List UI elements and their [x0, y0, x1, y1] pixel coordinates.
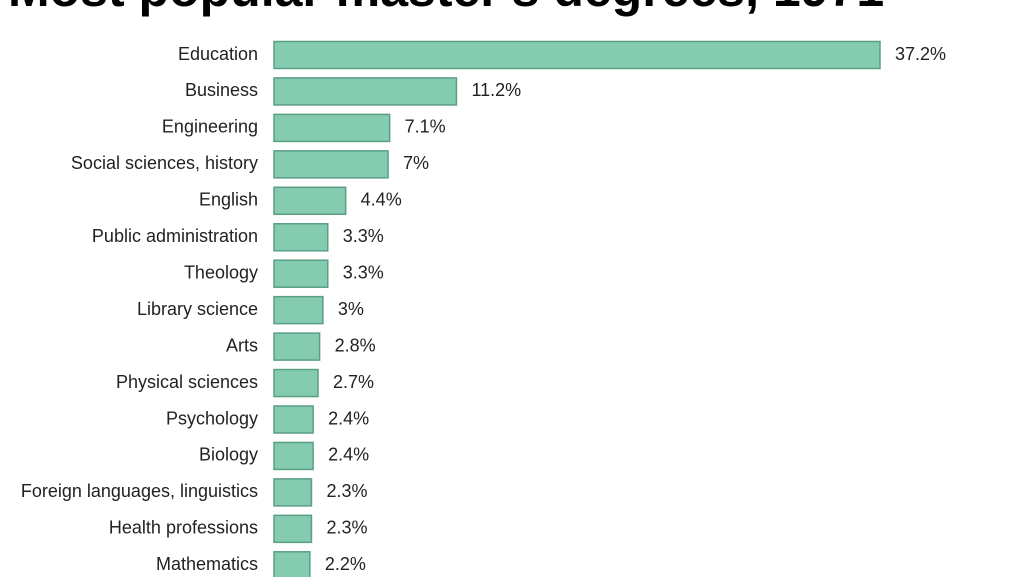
- bar: [273, 441, 314, 471]
- bar: [273, 332, 321, 361]
- category-label: Public administration: [92, 226, 258, 246]
- value-label: 3.3%: [343, 262, 384, 282]
- value-label: 2.4%: [328, 445, 369, 465]
- chart-title: Most popular master's degrees, 1971: [8, 0, 884, 17]
- value-label: 37.2%: [895, 44, 946, 64]
- value-label: 2.7%: [333, 372, 374, 392]
- value-label: 3%: [338, 299, 364, 319]
- value-label: 4.4%: [361, 190, 402, 210]
- bar: [273, 295, 324, 325]
- category-label: Foreign languages, linguistics: [21, 481, 258, 501]
- bar: [273, 77, 458, 106]
- bar: [273, 259, 329, 288]
- category-label: Engineering: [162, 117, 258, 137]
- category-label: Biology: [199, 445, 258, 465]
- value-label: 7%: [403, 153, 429, 173]
- category-label: Theology: [184, 262, 258, 282]
- bar: [273, 368, 319, 398]
- category-label: Social sciences, history: [71, 153, 258, 173]
- bar: [273, 551, 311, 577]
- value-label: 2.2%: [325, 554, 366, 574]
- category-label: Psychology: [166, 408, 258, 428]
- bar: [273, 478, 313, 507]
- category-label: Business: [185, 80, 258, 100]
- bar: [273, 113, 391, 143]
- value-label: 2.4%: [328, 408, 369, 428]
- value-label: 3.3%: [343, 226, 384, 246]
- category-label: Education: [178, 44, 258, 64]
- category-label: Mathematics: [156, 554, 258, 574]
- category-label: Physical sciences: [116, 372, 258, 392]
- bar: [273, 405, 314, 434]
- value-label: 2.8%: [335, 335, 376, 355]
- value-label: 2.3%: [326, 518, 367, 538]
- bar: [273, 40, 881, 70]
- bar: [273, 150, 389, 179]
- value-label: 7.1%: [405, 117, 446, 137]
- value-label: 11.2%: [471, 80, 521, 100]
- bar: [273, 223, 329, 252]
- category-label: Arts: [226, 335, 258, 355]
- bar: [273, 186, 347, 216]
- category-label: Library science: [137, 299, 258, 319]
- bar: [273, 514, 313, 544]
- category-label: English: [199, 190, 258, 210]
- value-label: 2.3%: [326, 481, 367, 501]
- category-label: Health professions: [109, 518, 258, 538]
